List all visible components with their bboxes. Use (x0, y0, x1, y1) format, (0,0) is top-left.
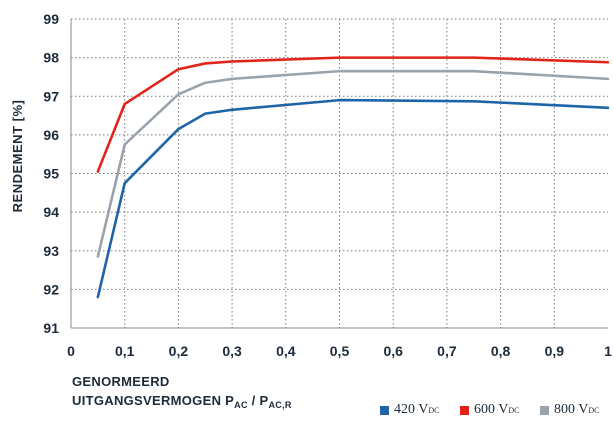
legend-sub-420: DC (428, 405, 440, 415)
x-tick-label: 0,1 (115, 343, 135, 359)
legend-item-420: 420 V DC (380, 402, 439, 418)
legend-swatch-420 (380, 405, 389, 415)
x-tick-label: 0,8 (491, 343, 511, 359)
x-axis-title-sub1: AC (234, 400, 248, 410)
legend-label-800: 800 V (554, 402, 589, 417)
grid (71, 18, 608, 328)
y-tick-label: 98 (43, 50, 59, 66)
y-tick-label: 91 (43, 320, 59, 336)
x-tick-label: 0,4 (276, 343, 296, 359)
x-axis-title-sep: / P (247, 393, 269, 408)
legend-item-600: 600 V DC (460, 402, 519, 418)
legend-swatch-800 (540, 405, 549, 415)
x-tick-label: 0,7 (437, 343, 457, 359)
x-tick-label: 0,6 (383, 343, 403, 359)
legend-label-600: 600 V (474, 402, 509, 417)
y-axis-label: RENDEMENT [%] (10, 100, 25, 213)
y-tick-label: 92 (43, 281, 59, 297)
x-tick-label: 0,5 (330, 343, 350, 359)
tick-labels: 0 0,1 0,2 0,3 0,4 0,5 0,6 0,7 0,8 0,9 1 91 92 93 94 95 9… (43, 11, 612, 359)
series-line-600v (96, 56, 610, 173)
y-tick-label: 94 (43, 204, 59, 220)
x-tick-label: 1 (604, 343, 612, 359)
x-axis-title-text2: UITGANGSVERMOGEN P (72, 393, 235, 408)
x-tick-label: 0 (67, 343, 75, 359)
y-tick-label: 95 (43, 166, 59, 182)
x-tick-label: 0,3 (222, 343, 242, 359)
legend-item-800: 800 V DC (540, 402, 599, 418)
legend-swatch-600 (460, 405, 469, 415)
y-tick-label: 97 (43, 88, 59, 104)
y-tick-label: 99 (43, 11, 59, 27)
legend-sub-600: DC (508, 405, 520, 415)
series-line-420v (96, 98, 610, 299)
y-tick-label: 93 (43, 243, 59, 259)
x-axis-title-sub2: AC,R (268, 400, 292, 410)
x-axis-title-line1: GENORMEERD (72, 374, 170, 389)
x-tick-label: 0,2 (169, 343, 189, 359)
legend-sub-800: DC (588, 405, 600, 415)
series-lines (96, 56, 610, 299)
axes (70, 19, 608, 329)
x-tick-label: 0,9 (545, 343, 565, 359)
x-axis-title-text1: GENORMEERD (72, 374, 170, 389)
series-line-800v (96, 69, 610, 258)
y-tick-label: 96 (43, 127, 59, 143)
legend-label-420: 420 V (394, 402, 429, 417)
x-axis-title-line2: UITGANGSVERMOGEN PAC / PAC,R (72, 393, 292, 410)
